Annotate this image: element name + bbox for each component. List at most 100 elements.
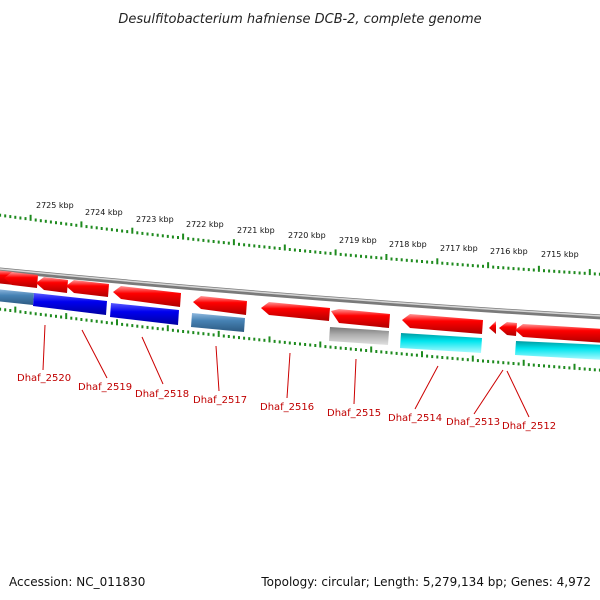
major-tick bbox=[80, 221, 83, 228]
minor-tick bbox=[212, 240, 215, 243]
gene-arrow bbox=[515, 324, 600, 343]
minor-tick bbox=[461, 357, 464, 361]
kbp-label-2716: 2716 kbp bbox=[490, 247, 528, 256]
minor-tick bbox=[258, 244, 261, 248]
minor-tick bbox=[9, 309, 12, 312]
major-tick bbox=[334, 249, 337, 256]
major-tick bbox=[370, 346, 373, 353]
minor-tick bbox=[517, 267, 520, 271]
minor-tick bbox=[100, 227, 103, 230]
minor-tick bbox=[126, 323, 129, 327]
minor-tick bbox=[543, 269, 545, 273]
minor-tick bbox=[177, 329, 179, 333]
minor-tick bbox=[354, 348, 357, 351]
kbp-label-2721: 2721 kbp bbox=[237, 226, 275, 235]
kbp-label-2719: 2719 kbp bbox=[339, 236, 377, 245]
minor-tick bbox=[461, 263, 464, 267]
minor-tick bbox=[110, 228, 113, 232]
gene-label-dhaf-2513: Dhaf_2513 bbox=[446, 417, 500, 428]
minor-tick bbox=[207, 239, 210, 243]
minor-tick bbox=[187, 330, 190, 334]
gene-arrow bbox=[4, 272, 38, 288]
kbp-labels: 2725 kbp 2724 kbp 2723 kbp 2722 kbp 2721… bbox=[36, 201, 579, 259]
minor-tick bbox=[527, 363, 530, 367]
minor-tick bbox=[512, 267, 515, 271]
minor-tick bbox=[55, 221, 57, 225]
minor-tick bbox=[258, 338, 261, 342]
genome-summary-text: Topology: circular; Length: 5,279,134 bp… bbox=[260, 575, 591, 589]
cog-block bbox=[400, 333, 482, 353]
minor-tick bbox=[314, 344, 317, 347]
major-tick bbox=[385, 254, 388, 260]
major-tick bbox=[436, 258, 439, 265]
minor-tick bbox=[9, 215, 12, 219]
kbp-label-2720: 2720 kbp bbox=[288, 231, 326, 240]
minor-tick bbox=[44, 313, 47, 317]
major-tick bbox=[166, 325, 169, 332]
genome-backbone bbox=[0, 267, 600, 320]
minor-tick bbox=[507, 266, 510, 270]
minor-tick bbox=[573, 271, 576, 275]
minor-tick bbox=[222, 334, 225, 338]
minor-tick bbox=[446, 356, 449, 360]
minor-tick bbox=[380, 256, 383, 260]
minor-tick bbox=[400, 258, 403, 262]
minor-tick bbox=[583, 367, 586, 371]
gene-label-dhaf-2517: Dhaf_2517 bbox=[193, 395, 247, 406]
minor-tick bbox=[543, 364, 545, 368]
major-tick bbox=[573, 363, 576, 370]
minor-tick bbox=[497, 266, 500, 269]
minor-tick bbox=[598, 272, 600, 276]
minor-tick bbox=[197, 331, 200, 335]
minor-tick bbox=[309, 343, 312, 347]
minor-tick bbox=[227, 241, 230, 245]
minor-tick bbox=[492, 360, 495, 364]
leader-line-2517 bbox=[215, 345, 220, 392]
major-tick bbox=[232, 239, 235, 246]
minor-tick bbox=[283, 340, 286, 344]
minor-tick bbox=[95, 226, 98, 230]
kbp-label-2724: 2724 kbp bbox=[85, 208, 123, 217]
minor-tick bbox=[60, 315, 63, 319]
kbp-label-2725: 2725 kbp bbox=[36, 201, 74, 210]
leader-line-2515 bbox=[353, 358, 357, 405]
minor-tick bbox=[217, 240, 220, 244]
minor-tick bbox=[253, 337, 256, 341]
gene-track-strand bbox=[0, 270, 600, 343]
minor-tick bbox=[476, 264, 479, 268]
minor-tick bbox=[431, 355, 434, 359]
minor-tick bbox=[492, 265, 495, 269]
minor-tick bbox=[349, 253, 352, 257]
minor-tick bbox=[385, 350, 388, 354]
minor-tick bbox=[421, 260, 423, 263]
minor-tick bbox=[105, 321, 108, 325]
minor-tick bbox=[456, 262, 459, 266]
minor-tick bbox=[558, 365, 561, 369]
minor-tick bbox=[24, 311, 27, 314]
minor-tick bbox=[395, 257, 398, 261]
minor-tick bbox=[512, 362, 515, 365]
minor-tick bbox=[548, 364, 551, 368]
minor-tick bbox=[121, 322, 124, 326]
minor-tick bbox=[395, 351, 398, 355]
minor-tick bbox=[304, 249, 307, 253]
minor-tick bbox=[339, 346, 342, 350]
minor-tick bbox=[360, 348, 362, 352]
minor-tick bbox=[568, 366, 571, 370]
leader-line-2516 bbox=[286, 352, 291, 399]
minor-tick bbox=[593, 272, 596, 276]
major-tick bbox=[29, 214, 32, 221]
minor-tick bbox=[334, 346, 337, 350]
gene-arrow bbox=[113, 286, 181, 307]
minor-tick bbox=[248, 243, 251, 247]
gene-label-dhaf-2512: Dhaf_2512 bbox=[502, 421, 556, 432]
minor-tick bbox=[426, 354, 429, 358]
minor-tick bbox=[151, 326, 154, 330]
minor-tick bbox=[466, 263, 469, 267]
major-tick bbox=[65, 313, 68, 320]
minor-tick bbox=[553, 365, 556, 369]
minor-tick bbox=[471, 264, 474, 268]
minor-tick bbox=[238, 242, 240, 246]
minor-tick bbox=[410, 259, 413, 263]
minor-tick bbox=[441, 356, 444, 359]
